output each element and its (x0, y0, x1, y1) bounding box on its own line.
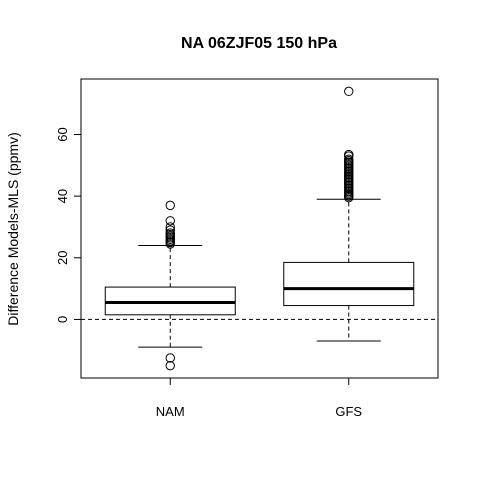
nam-outlier-point (165, 353, 175, 363)
y-axis-label: Difference Models-MLS (ppmv) (5, 132, 21, 325)
x-tick-label: NAM (156, 404, 185, 419)
y-tick-label: 40 (55, 189, 70, 203)
gfs-outlier-point (344, 149, 354, 160)
nam-outlier-point (165, 228, 175, 238)
gfs-outlier-point (344, 154, 354, 164)
y-tick-label: 60 (55, 127, 70, 141)
nam-outlier-point (165, 222, 175, 232)
nam-outlier-point (165, 216, 175, 226)
nam-box (104, 286, 236, 316)
chart-title: NA 06ZJF05 150 hPa (181, 35, 337, 52)
y-tick-label: 20 (55, 251, 70, 265)
nam-outlier-point (165, 360, 175, 371)
gfs-outlier-point (344, 86, 354, 97)
nam-outlier-point (165, 225, 175, 235)
plot-layer (81, 86, 438, 371)
x-tick-label: GFS (335, 404, 362, 419)
y-tick-label: 0 (55, 316, 70, 323)
gfs-box (283, 261, 415, 307)
nam-outlier-point (165, 200, 175, 211)
axis-layer: NAM GFS 0 20 40 60 (55, 127, 362, 419)
